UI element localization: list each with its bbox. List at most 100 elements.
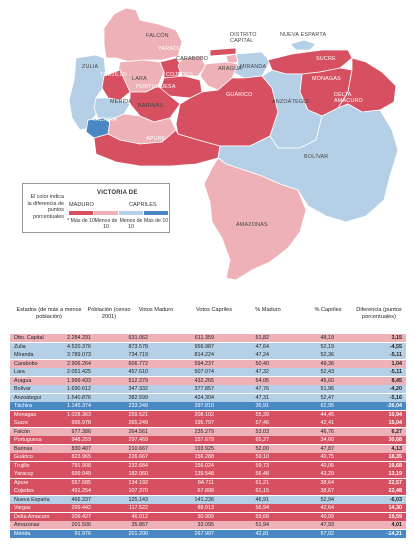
legend-maduro-strong-swatch: [69, 211, 93, 215]
cell-votes-capriles: 956.987: [194, 343, 215, 350]
table-row: Barinas 830.407 210.667 193.925 52,00 47,87 4,…: [10, 444, 406, 453]
legend-maduro-label: MADURO: [69, 202, 94, 208]
cell-population: 1.690.612: [67, 386, 91, 392]
cell-pct-capriles: 43,29: [320, 471, 335, 477]
cell-pct-maduro: 56,94: [255, 505, 270, 511]
legend-less-than-capriles: Menos de 10: [119, 218, 143, 230]
cell-votes-capriles: 507.074: [194, 369, 215, 375]
cell-difference: 4,13: [391, 445, 403, 452]
cell-pct-maduro: 47,64: [255, 343, 270, 350]
cell-pct-capriles: 40,05: [320, 462, 335, 469]
cell-difference: -26,04: [386, 403, 402, 409]
header-difference: Diferencia (puntos porcentuales): [356, 307, 402, 320]
region-portuguesa[interactable]: [129, 85, 181, 123]
cell-state: Vargas: [14, 505, 31, 511]
cell-votes-maduro: 264.561: [128, 428, 149, 435]
cell-state: Carabobo: [14, 360, 38, 367]
cell-state: Sucre: [14, 420, 29, 426]
region-nueva-esparta[interactable]: [289, 39, 317, 51]
cell-votes-maduro: 46.012: [131, 513, 149, 520]
region-apure[interactable]: [93, 129, 221, 167]
cell-pct-maduro: 51,94: [255, 522, 270, 528]
cell-pct-capriles: 45,60: [320, 377, 335, 384]
cell-pct-maduro: 61,15: [255, 488, 270, 494]
cell-population: 699.049: [71, 471, 92, 477]
map-label-lara: LARA: [132, 76, 147, 82]
cell-pct-capriles: 47,87: [320, 445, 335, 452]
map-label-bolívar: BOLÍVAR: [304, 153, 328, 160]
cell-votes-capriles: 33.095: [197, 522, 215, 528]
table-row: Guárico 823.965 226.667 156.288 59,10 40,75 18…: [10, 453, 406, 461]
cell-population: 1.145.374: [67, 403, 91, 409]
cell-votes-maduro: 117.522: [128, 505, 148, 511]
cell-pct-capriles: 40,75: [320, 454, 335, 460]
cell-difference: 15,04: [388, 420, 403, 426]
table-row: Sucre 995.978 265.249 195.797 57,46 42,41 15,0…: [10, 419, 406, 427]
table-row: Mérida 91.976 201.200 267.997 42,81 57,02 -14,…: [10, 529, 406, 538]
cell-difference: 30,68: [388, 437, 403, 443]
cell-pct-capriles: 44,45: [320, 411, 335, 418]
cell-votes-capriles: 208.102: [194, 411, 215, 418]
table-row: Trujillo 791.908 232.684 156.024 59,73 40,05 1…: [10, 461, 406, 470]
cell-population: 995.978: [71, 420, 92, 426]
cell-votes-capriles: 195.797: [194, 420, 215, 426]
cell-state: Mérida: [14, 530, 31, 537]
cell-votes-maduro: 107.370: [128, 488, 149, 494]
cell-difference: 8,45: [391, 377, 403, 384]
map-label-yaracuy: YARACUY: [158, 46, 185, 52]
cell-population: 201.506: [71, 522, 92, 528]
cell-votes-maduro: 382.599: [128, 394, 149, 401]
cell-pct-maduro: 52,00: [255, 445, 270, 452]
table-row: Vargas 299.442 117.522 88.013 56,94 42,64 14,3…: [10, 504, 406, 512]
table-row: Bolívar 1.690.612 347.332 377.857 47,76 51,96…: [10, 385, 406, 393]
map-label-amazonas: AMAZONAS: [236, 222, 268, 228]
region-falcon[interactable]: [103, 7, 183, 63]
cell-state: Aragua: [14, 377, 32, 384]
cell-population: 830.407: [71, 445, 92, 452]
cell-pct-capriles: 42,41: [320, 420, 335, 426]
cell-difference: 1,04: [391, 360, 403, 367]
cell-population: 299.442: [71, 505, 92, 511]
table-row: Yaracuy 699.049 182.060 139.548 56,48 43,29 13…: [10, 470, 406, 478]
cell-difference: -4,20: [389, 386, 402, 392]
table-header: Estados (de más a menos población) Pobla…: [10, 307, 406, 333]
cell-pct-maduro: 59,10: [255, 454, 270, 460]
cell-votes-maduro: 347.332: [128, 386, 149, 392]
cell-votes-capriles: 814.224: [194, 352, 215, 358]
cell-pct-capriles: 38,64: [320, 479, 335, 486]
legend-less-than-maduro: Menos de 10: [94, 218, 118, 230]
map-label-carabobo: CARABOBO: [176, 56, 208, 62]
cell-pct-maduro: 61,21: [255, 479, 270, 486]
cell-state: Falcón: [14, 428, 31, 435]
cell-state: Bolívar: [14, 386, 31, 392]
cell-state: Dtto. Capital: [14, 335, 44, 341]
cell-pct-capriles: 51,96: [320, 386, 335, 392]
cell-pct-capriles: 52,19: [320, 343, 335, 350]
map-regions: [68, 7, 399, 281]
cell-population: 2.051.425: [67, 369, 91, 375]
cell-votes-capriles: 157.679: [194, 437, 215, 443]
legend-side-text: El color indica la diferencia de puntos …: [27, 194, 64, 220]
cell-votes-maduro: 873.578: [128, 343, 149, 350]
cell-votes-capriles: 594.237: [194, 360, 215, 367]
table-row: Anzoátegui 1.540.876 382.599 424.304 47,31 52…: [10, 393, 406, 402]
cell-votes-capriles: 235.279: [194, 428, 215, 435]
cell-pct-capriles: 34,60: [320, 437, 335, 443]
legend-more-than-maduro: * Más de 10: [67, 218, 95, 224]
cell-pct-capriles: 47,93: [320, 522, 335, 528]
cell-pct-maduro: 47,31: [255, 394, 270, 401]
legend-title: VICTORIA DE: [97, 190, 138, 196]
cell-pct-capriles: 40,09: [320, 513, 335, 520]
cell-votes-capriles: 156.024: [194, 462, 215, 469]
cell-population: 2.906.264: [67, 360, 91, 367]
cell-difference: 22,48: [388, 488, 403, 494]
cell-votes-capriles: 139.548: [194, 471, 215, 477]
region-amazonas[interactable]: [203, 157, 307, 281]
cell-difference: 6,27: [391, 428, 403, 435]
cell-population: 1.999.433: [67, 377, 91, 384]
cell-population: 209.427: [71, 513, 92, 520]
cell-votes-capriles: 84.711: [197, 479, 214, 486]
region-carabobo[interactable]: [177, 55, 207, 77]
legend-more-than-capriles: Más de 10: [143, 218, 169, 224]
cell-difference: 10,94: [388, 411, 403, 418]
